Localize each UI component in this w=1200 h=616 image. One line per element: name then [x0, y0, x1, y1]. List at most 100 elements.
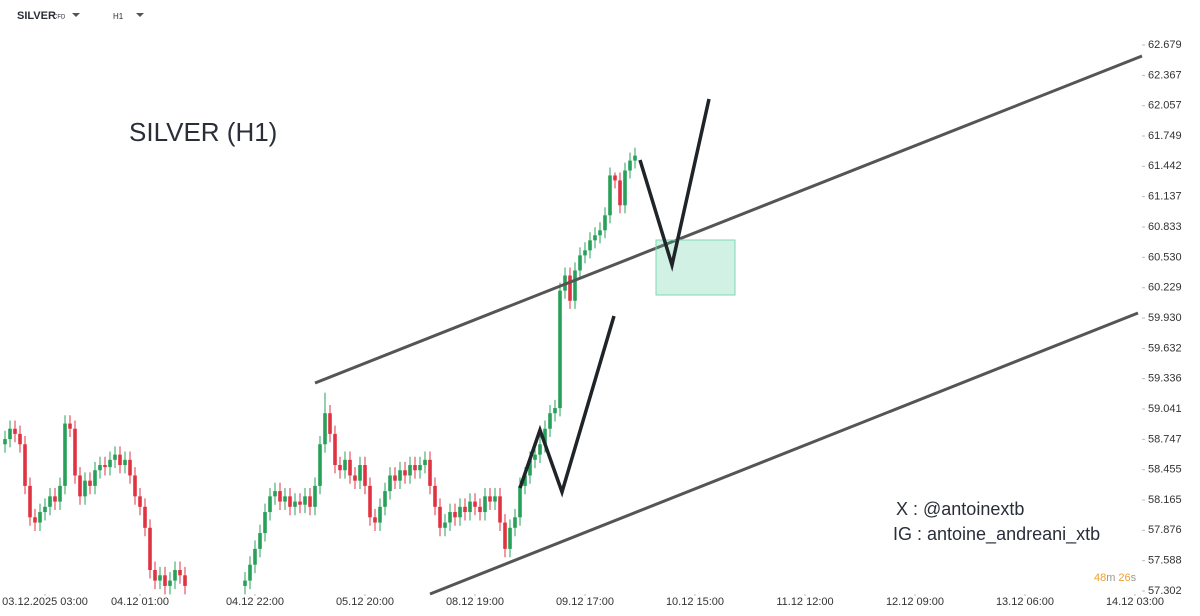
candle-body: [593, 235, 597, 241]
chart-title: SILVER (H1): [129, 117, 277, 147]
candle-body: [483, 496, 487, 513]
timer-part: m: [1106, 572, 1115, 584]
candle-body: [103, 465, 107, 468]
candle-body: [608, 175, 612, 216]
candle-body: [418, 465, 422, 471]
candle-body: [523, 475, 527, 486]
candle-body: [243, 580, 247, 586]
candle-body: [273, 491, 277, 497]
candle-body: [543, 428, 547, 445]
candle-body: [78, 475, 82, 497]
candle-body: [358, 465, 362, 481]
candle-body: [168, 580, 172, 586]
candle-body: [413, 465, 417, 471]
candle-body: [323, 413, 327, 445]
candle-body: [618, 180, 622, 206]
y-tick-label: 59.041: [1148, 403, 1182, 415]
y-tick-label: 60.229: [1148, 282, 1182, 294]
candle-body: [408, 465, 412, 476]
candle-body: [138, 496, 142, 507]
y-tick-label: 62.679: [1148, 39, 1182, 51]
candle-body: [423, 459, 427, 466]
timeframe[interactable]: H1: [113, 12, 124, 21]
candle-body: [588, 240, 592, 251]
candle-body: [333, 433, 337, 466]
y-tick-label: 60.530: [1148, 251, 1182, 263]
candle-body: [8, 428, 12, 440]
candle-body: [628, 160, 632, 171]
x-tick-label: 13.12 06:00: [996, 596, 1054, 608]
y-tick-label: 58.747: [1148, 433, 1182, 445]
candle-body: [463, 506, 467, 513]
candle-body: [398, 470, 402, 481]
x-tick-label: 09.12 17:00: [556, 596, 614, 608]
x-tick-label: 14.12 03:00: [1106, 596, 1164, 608]
candle-body: [263, 512, 267, 534]
y-tick-label: 59.930: [1148, 312, 1182, 324]
candle-body: [603, 215, 607, 231]
candle-body: [568, 275, 572, 301]
candle-body: [173, 570, 177, 581]
candle-body: [303, 496, 307, 505]
channel-line: [314, 54, 1143, 385]
candle-body: [18, 433, 22, 445]
candle-body: [448, 512, 452, 523]
candle-body: [338, 465, 342, 471]
y-tick-label: 61.442: [1148, 160, 1182, 172]
candle-body: [108, 459, 112, 468]
dropdown-arrow[interactable]: [72, 13, 80, 17]
marks: [3, 147, 637, 595]
candle-body: [363, 465, 367, 486]
candle-body: [253, 548, 257, 565]
x-tick-label: 10.12 15:00: [666, 596, 724, 608]
candle-body: [128, 459, 132, 476]
candle-body: [393, 475, 397, 481]
candle-body: [13, 428, 17, 434]
timer: 48m 26s: [1094, 572, 1137, 584]
candle-body: [518, 485, 522, 518]
candle-body: [503, 522, 507, 549]
candle-body: [63, 423, 67, 486]
candle-body: [553, 408, 557, 414]
candle-body: [58, 485, 62, 502]
candle-body: [38, 512, 42, 523]
symbol[interactable]: SILVER: [17, 10, 56, 22]
candle-body: [433, 485, 437, 507]
candle-body: [48, 496, 52, 507]
x-tick-label: 11.12 12:00: [776, 596, 833, 608]
candle-body: [73, 428, 77, 476]
candle-body: [488, 496, 492, 502]
candle-body: [293, 501, 297, 507]
timer-part: 26: [1118, 572, 1130, 584]
annotation: X : @antoinextb: [896, 499, 1024, 519]
candle-body: [598, 230, 602, 236]
candle-body: [458, 506, 462, 518]
candle-body: [248, 564, 252, 581]
candle-body: [283, 496, 287, 502]
y-tick-label: 58.165: [1148, 494, 1182, 506]
candle-body: [143, 506, 147, 528]
candle-body: [88, 480, 92, 486]
annotation: IG : antoine_andreani_xtb: [893, 524, 1100, 545]
candle-body: [438, 506, 442, 528]
candle-body: [278, 491, 282, 502]
candle-body: [578, 255, 582, 271]
candle-body: [383, 491, 387, 507]
candle-body: [538, 444, 542, 455]
candle-body: [573, 270, 577, 301]
dropdown-arrow[interactable]: [136, 13, 144, 17]
candle-body: [348, 459, 352, 476]
candle-body: [528, 459, 532, 476]
candle-body: [513, 517, 517, 528]
candle-body: [443, 522, 447, 528]
candle-body: [53, 496, 57, 502]
candle-body: [258, 533, 262, 549]
candle-body: [318, 444, 322, 486]
candle-body: [68, 423, 72, 429]
candle-body: [118, 454, 122, 466]
y-tick-label: 59.336: [1148, 373, 1182, 385]
y-tick-label: 60.833: [1148, 221, 1182, 233]
candle-body: [288, 496, 292, 507]
